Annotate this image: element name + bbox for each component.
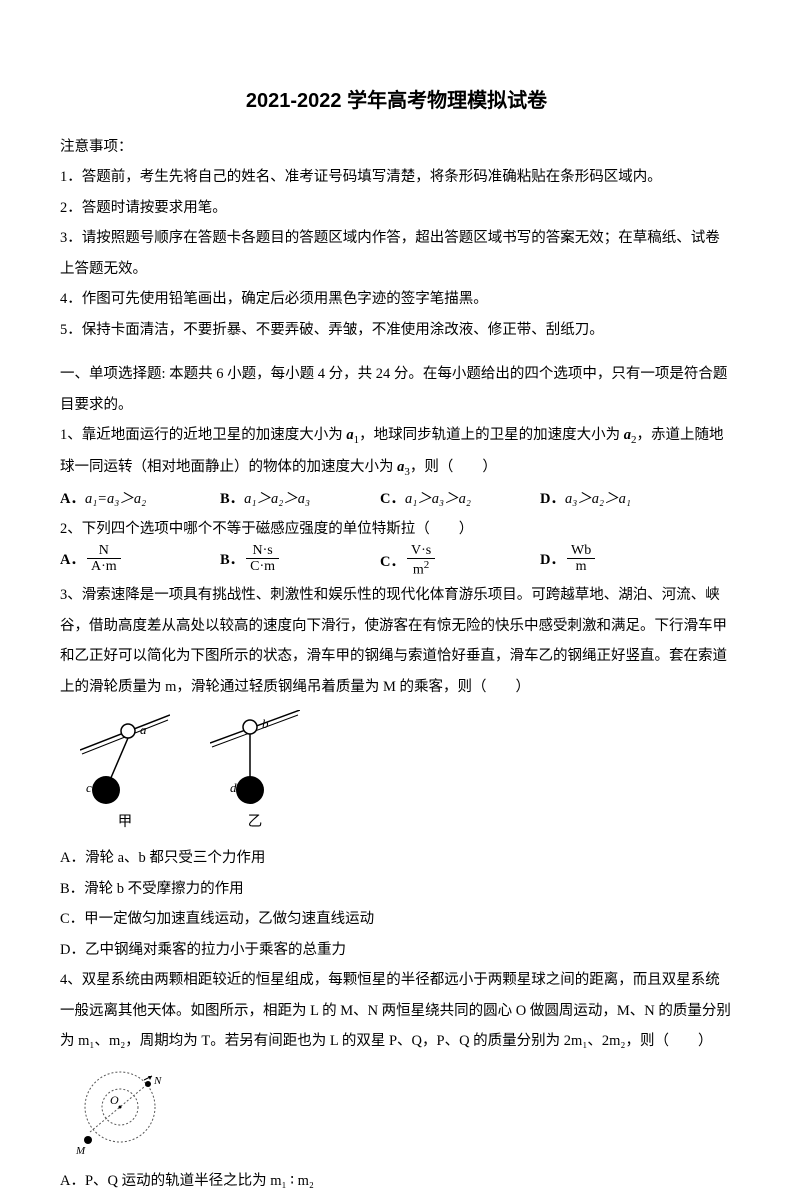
text: ，则（ ） [410,459,497,475]
denominator: m2 [407,559,435,578]
label-n: N [153,1075,162,1087]
label-c: c [86,780,92,795]
q3-option-d: D．乙中钢绳对乘客的拉力小于乘客的总重力 [60,935,733,965]
opt-text: a₁＞a₂＞a₃ [244,491,310,507]
q3-option-a: A．滑轮 a、b 都只受三个力作用 [60,843,733,873]
q1-option-a: A．a₁=a₃＞a₂ [60,484,220,514]
notice-item: 5．保持卡面清洁，不要折暴、不要弄破、弄皱，不准使用涂改液、修正带、刮纸刀。 [60,315,733,345]
q2-option-b: B．N·sC·m [220,545,380,580]
opt-label: D． [540,491,565,507]
denominator: C·m [246,559,279,574]
den-sup: 2 [424,559,430,571]
page-title: 2021-2022 学年高考物理模拟试卷 [60,80,733,122]
label-m: M [75,1145,86,1157]
var: a [624,427,631,443]
section-heading: 一、单项选择题: 本题共 6 小题，每小题 4 分，共 24 分。在每小题给出的… [60,359,733,420]
q3-fig-jia: a c 甲 [80,710,170,837]
label-b: b [262,716,269,731]
notice-item: 3．请按照题号顺序在答题卡各题目的答题区域内作答，超出答题区域书写的答案无效；在… [60,223,733,284]
q3-figure: a c 甲 b d 乙 [80,710,733,837]
numerator: V·s [407,543,435,559]
den-base: m [413,563,424,578]
q1-option-b: B．a₁＞a₂＞a₃ [220,484,380,514]
opt-text: a₁=a₃＞a₂ [85,491,146,507]
fraction: Wbm [567,543,595,575]
q3-option-c: C．甲一定做匀加速直线运动，乙做匀速直线运动 [60,904,733,934]
opt-label: A． [60,491,85,507]
opt-label: B． [220,491,244,507]
label-o: O [110,1093,119,1107]
opt-label: D． [540,552,565,568]
pulley-diagram-jia: a c [80,710,170,805]
opt-text: a₁＞a₃＞a₂ [405,491,471,507]
q4-figure: O N M [70,1062,733,1162]
fraction: V·sm2 [407,543,435,578]
text: ，地球同步轨道上的卫星的加速度大小为 [359,427,624,443]
q2-option-c: C．V·sm2 [380,545,540,580]
q3-stem: 3、滑索速降是一项具有挑战性、刺激性和娱乐性的现代化体育游乐项目。可跨越草地、湖… [60,580,733,702]
numerator: N [87,543,121,559]
label-d: d [230,780,237,795]
q1-option-d: D．a₃＞a₂＞a₁ [540,484,700,514]
fig-label-jia: 甲 [80,807,170,837]
opt-label: B． [220,552,244,568]
q4-stem: 4、双星系统由两颗相距较近的恒星组成，每颗恒星的半径都远小于两颗星球之间的距离，… [60,965,733,1056]
q1-option-c: C．a₁＞a₃＞a₂ [380,484,540,514]
opt-label: A． [60,552,85,568]
q2-option-a: A．NA·m [60,545,220,580]
notice-item: 4．作图可先使用铅笔画出，确定后必须用黑色字迹的签字笔描黑。 [60,284,733,314]
denominator: A·m [87,559,121,574]
denominator: m [567,559,595,574]
text: 1、靠近地面运行的近地卫星的加速度大小为 [60,427,346,443]
notice-heading: 注意事项： [60,132,733,162]
q2-option-d: D．Wbm [540,545,700,580]
notice-item: 2．答题时请按要求用笔。 [60,193,733,223]
binary-star-diagram: O N M [70,1062,180,1162]
notice-item: 1．答题前，考生先将自己的姓名、准考证号码填写清楚，将条形码准确粘贴在条形码区域… [60,162,733,192]
numerator: N·s [246,543,279,559]
fraction: NA·m [87,543,121,575]
q2-stem: 2、下列四个选项中哪个不等于磁感应强度的单位特斯拉（ ） [60,514,733,544]
q2-options: A．NA·m B．N·sC·m C．V·sm2 D．Wbm [60,545,733,580]
opt-label: C． [380,491,405,507]
q1-stem: 1、靠近地面运行的近地卫星的加速度大小为 a1，地球同步轨道上的卫星的加速度大小… [60,420,733,484]
fig-label-yi: 乙 [210,807,300,837]
q1-options: A．a₁=a₃＞a₂ B．a₁＞a₂＞a₃ C．a₁＞a₃＞a₂ D．a₃＞a₂… [60,484,733,514]
opt-label: C． [380,554,405,570]
fraction: N·sC·m [246,543,279,575]
q3-option-b: B．滑轮 b 不受摩擦力的作用 [60,874,733,904]
q3-fig-yi: b d 乙 [210,710,300,837]
var: a [346,427,353,443]
opt-text: a₃＞a₂＞a₁ [565,491,631,507]
pulley-diagram-yi: b d [210,710,300,805]
numerator: Wb [567,543,595,559]
q4-option-a: A．P、Q 运动的轨道半径之比为 m₁ ∶ m₂ [60,1166,733,1196]
label-a: a [140,722,147,737]
